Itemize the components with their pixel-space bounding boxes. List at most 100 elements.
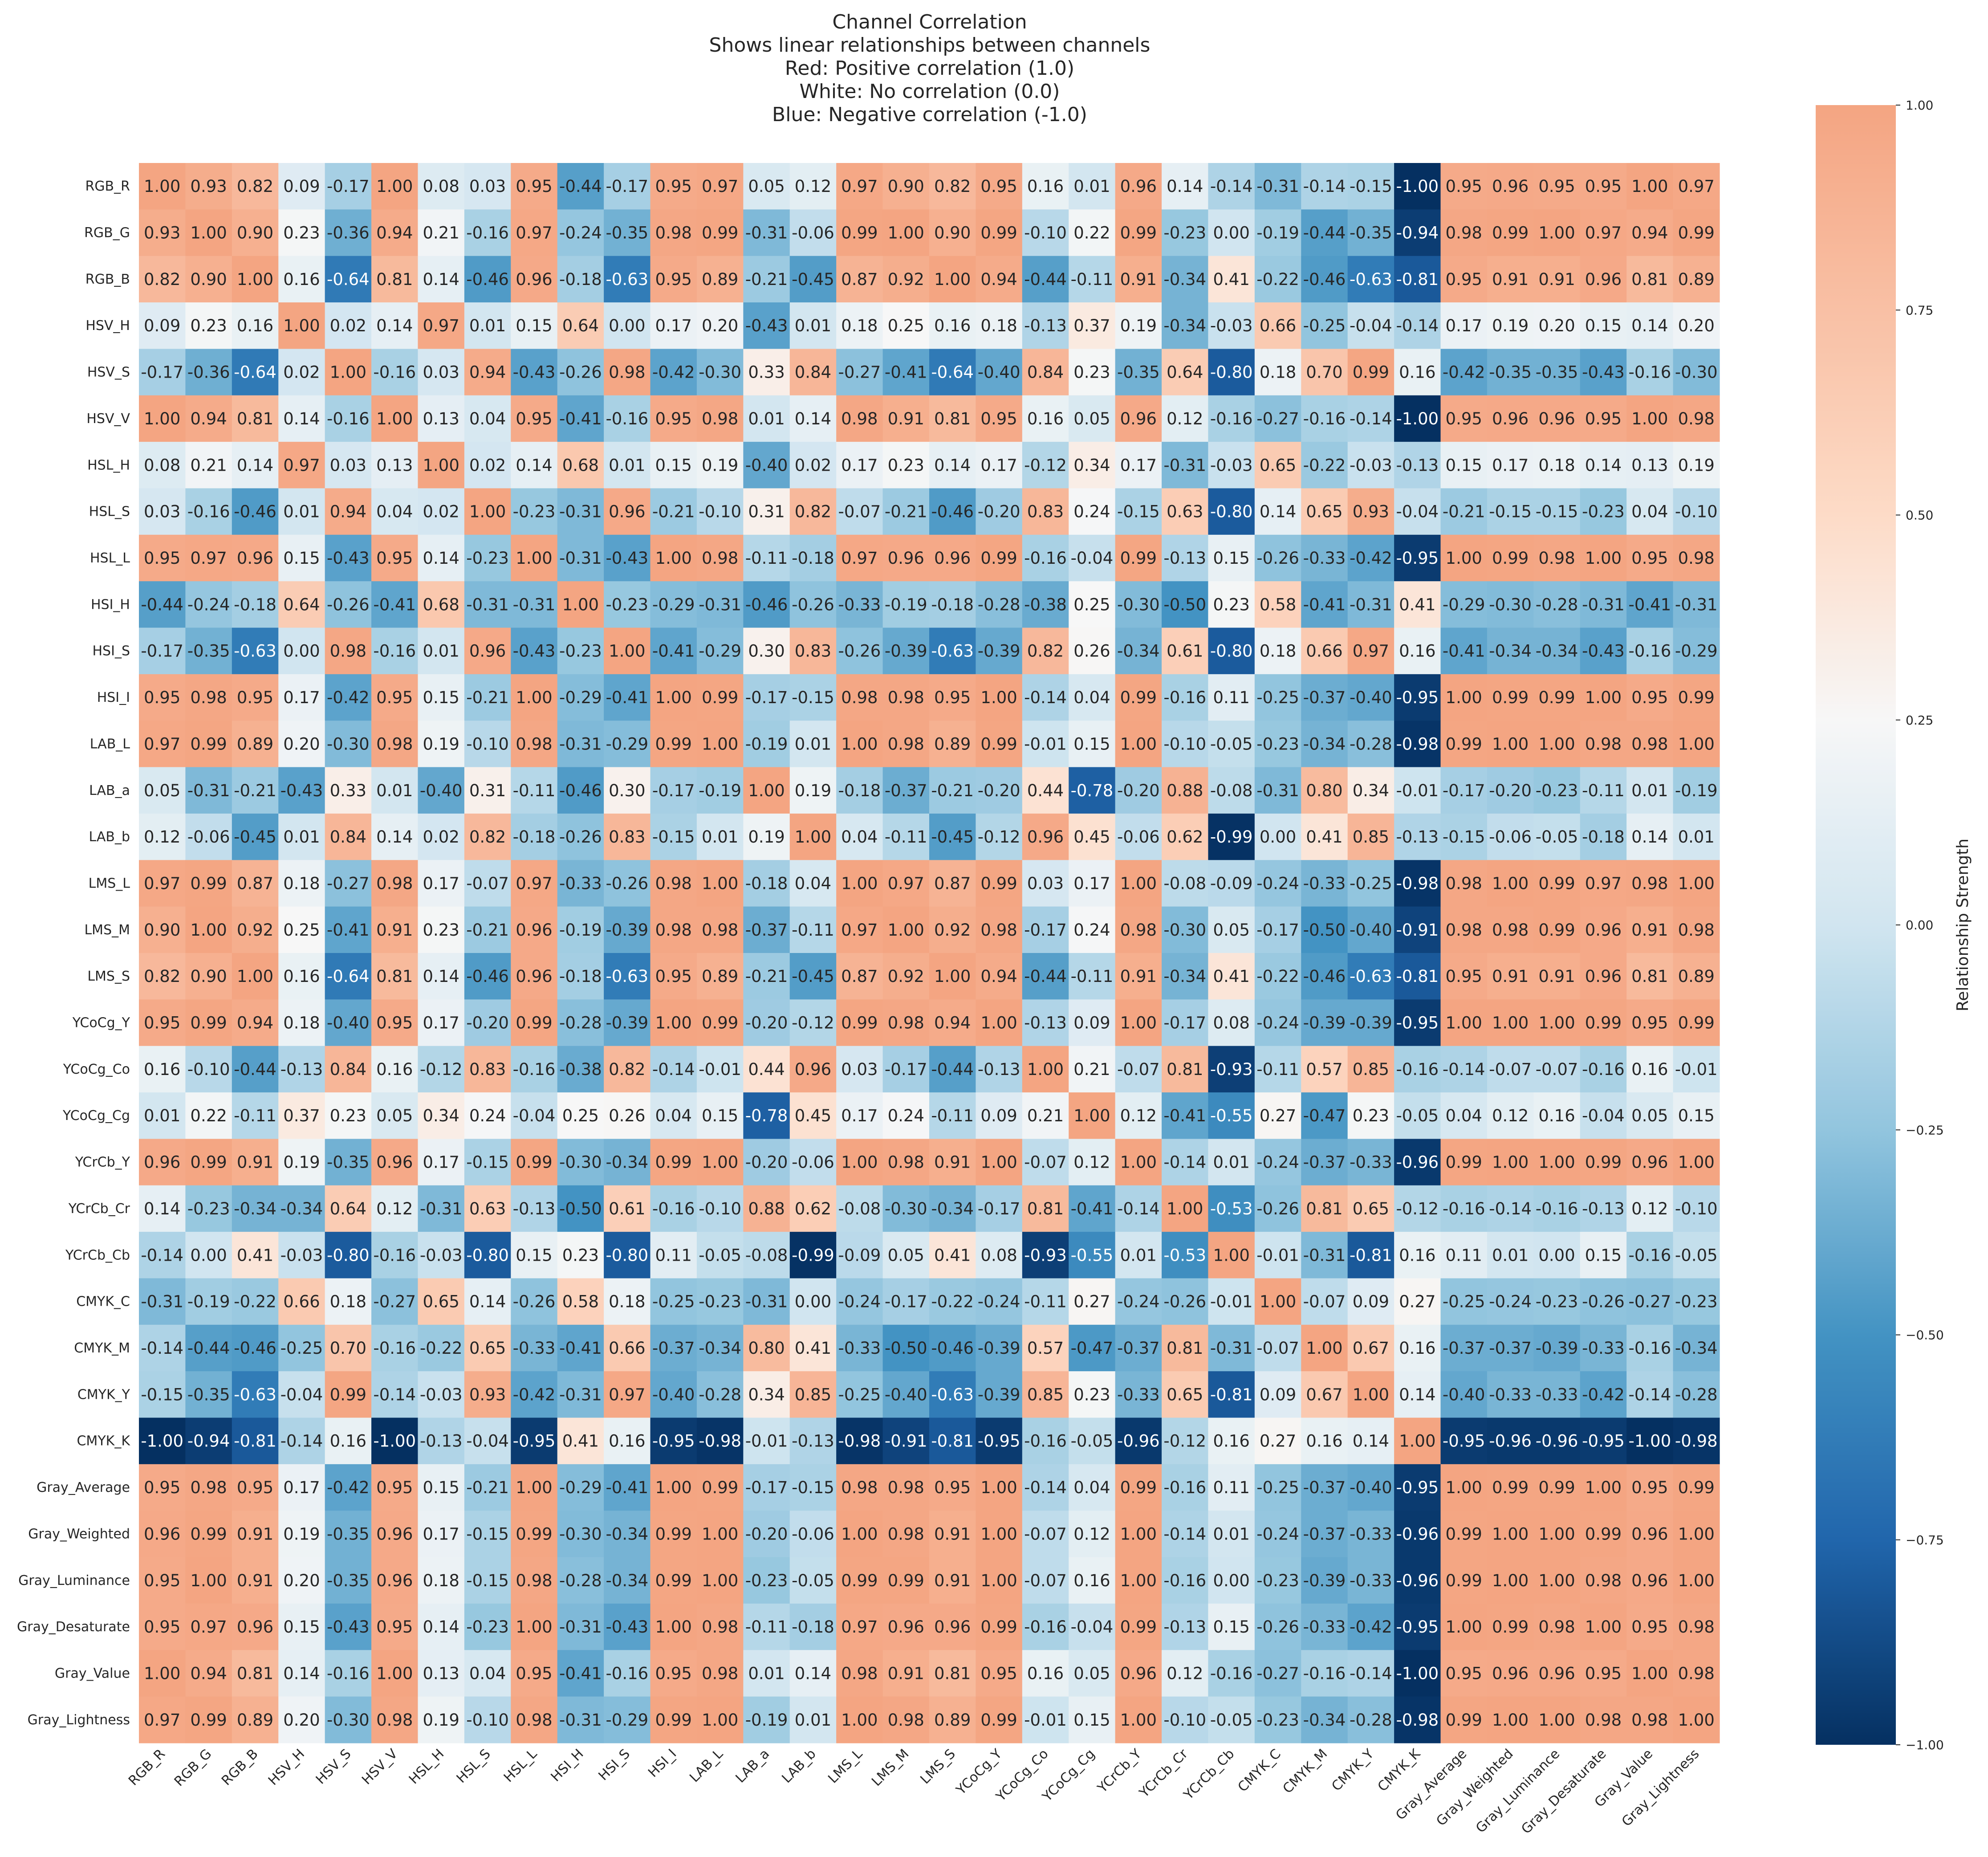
heatmap-cell-value: -0.14	[281, 1432, 323, 1451]
heatmap-cell-value: 0.66	[609, 1339, 645, 1358]
heatmap-cell-value: -0.28	[559, 1571, 602, 1590]
heatmap-cell-value: -0.45	[234, 827, 276, 847]
column-labels: RGB_R RGB_G RGB_B HSV_H HSV_S HSV_V HSL_H HSL_S…	[126, 1746, 1702, 1837]
heatmap-cell-value: -0.41	[559, 409, 602, 428]
heatmap-cell	[882, 302, 930, 350]
heatmap-cell-value: -0.11	[792, 920, 834, 940]
column-label: RGB_B	[219, 1746, 261, 1789]
heatmap-cell	[789, 395, 837, 442]
heatmap-cell-value: 0.89	[934, 1710, 971, 1730]
heatmap-cell	[1208, 163, 1255, 210]
heatmap-cell-value: 0.95	[1631, 688, 1668, 707]
row-labels: RGB_RRGB_GRGB_BHSV_HHSV_SHSV_VHSL_HHSL_S…	[17, 179, 130, 1728]
heatmap-cell-value: -0.44	[187, 1339, 230, 1358]
heatmap-cell	[464, 581, 511, 628]
heatmap-cell-value: 0.98	[1585, 734, 1622, 753]
heatmap-cell-value: 0.99	[1678, 1478, 1715, 1497]
heatmap-cell-value: -0.26	[559, 827, 602, 847]
heatmap-cell	[371, 581, 419, 628]
heatmap-cell	[185, 209, 232, 257]
heatmap-cell	[650, 442, 697, 489]
heatmap-cell	[1626, 488, 1674, 535]
heatmap-cell-value: 0.16	[1399, 642, 1435, 661]
heatmap-cell-value: 0.80	[748, 1339, 785, 1358]
heatmap-cell-value: 0.04	[795, 874, 831, 893]
row-label: LMS_L	[89, 876, 130, 891]
heatmap-cell-value: 0.16	[283, 967, 320, 986]
heatmap-cell-value: -0.13	[1024, 316, 1067, 335]
heatmap-cell-value: -0.35	[327, 1524, 370, 1543]
heatmap-cell-value: 0.99	[190, 1524, 227, 1543]
heatmap-cell-value: 0.14	[283, 409, 320, 428]
heatmap-cell-value: 0.89	[237, 734, 273, 753]
heatmap-cell-value: -0.14	[1350, 1664, 1392, 1683]
heatmap-cell-value: 0.91	[1492, 270, 1529, 289]
heatmap-cell-value: 1.00	[1120, 734, 1157, 753]
heatmap-cell-value: 0.99	[702, 224, 738, 243]
heatmap-cell-value: 1.00	[888, 920, 924, 940]
heatmap-cell-value: -0.29	[1443, 595, 1485, 614]
heatmap-cell-value: 1.00	[1120, 1153, 1157, 1172]
heatmap-cell	[1394, 534, 1441, 582]
heatmap-cell-value: 1.00	[376, 177, 413, 196]
heatmap-cell-value: -0.24	[1117, 1292, 1160, 1311]
heatmap-cell-value: 0.96	[1120, 1664, 1157, 1683]
row-label: CMYK_K	[77, 1433, 130, 1449]
heatmap-cell-value: 0.16	[1027, 1664, 1064, 1683]
heatmap-cell-value: 1.00	[1585, 1617, 1622, 1637]
heatmap-cell	[604, 581, 651, 628]
heatmap-cell-value: 0.81	[1631, 967, 1668, 986]
heatmap-cell-value: 0.95	[1446, 270, 1482, 289]
colorbar-tick-label: 0.00	[1906, 918, 1933, 933]
heatmap-cell-value: 0.05	[1213, 920, 1249, 940]
heatmap-cell-value: -0.45	[792, 967, 834, 986]
heatmap-cell-value: -0.34	[606, 1571, 648, 1590]
heatmap-cell	[836, 349, 883, 396]
heatmap-cell	[604, 442, 651, 489]
heatmap-cell-value: 0.04	[469, 409, 506, 428]
heatmap-cell-value: -0.17	[1024, 920, 1067, 940]
heatmap-cell-value: 1.00	[980, 688, 1017, 707]
heatmap-cell-value: 1.00	[1213, 1246, 1249, 1265]
heatmap-cell-value: 0.17	[1446, 316, 1482, 335]
heatmap-cell	[371, 256, 419, 303]
heatmap-cell	[371, 209, 419, 257]
heatmap-cell-value: 0.23	[283, 224, 320, 243]
heatmap-cell	[139, 163, 186, 210]
heatmap-cell-value: 0.01	[1120, 1246, 1157, 1265]
heatmap-cell-value: 0.99	[1492, 1617, 1529, 1637]
heatmap-cell	[789, 534, 837, 582]
heatmap-cell	[1347, 581, 1394, 628]
heatmap-cell-value: 0.81	[237, 409, 273, 428]
heatmap-cell-value: 0.95	[980, 409, 1017, 428]
heatmap-cell-value: -0.31	[559, 1617, 602, 1637]
heatmap-cell-value: 1.00	[237, 270, 273, 289]
heatmap-cell-value: 0.98	[888, 1153, 924, 1172]
heatmap-cell	[1626, 256, 1674, 303]
heatmap-cell-value: 0.44	[1027, 781, 1064, 800]
heatmap-cell-value: -0.35	[327, 1571, 370, 1590]
heatmap-cell-value: 0.90	[190, 967, 227, 986]
heatmap-cell	[1301, 395, 1348, 442]
heatmap-cell-value: -0.41	[373, 595, 416, 614]
heatmap-cell-value: 0.12	[1120, 1106, 1157, 1125]
heatmap-cell-value: 0.00	[1213, 224, 1249, 243]
heatmap-cell-value: 0.96	[1492, 1664, 1529, 1683]
heatmap-cell-value: -0.26	[1582, 1292, 1625, 1311]
heatmap-cell-value: 0.99	[655, 1153, 692, 1172]
heatmap-cell-value: -0.14	[1024, 1478, 1067, 1497]
heatmap-cell-value: -0.40	[1350, 688, 1392, 707]
heatmap-cell-value: 1.00	[516, 1478, 552, 1497]
heatmap-cell-value: -0.06	[792, 1153, 834, 1172]
heatmap-cell-value: -0.41	[559, 1664, 602, 1683]
heatmap-cell-value: 1.00	[1538, 1571, 1575, 1590]
heatmap-cell-value: 0.84	[330, 827, 366, 847]
heatmap-cell-value: 0.82	[144, 270, 180, 289]
heatmap-cell-value: -0.40	[420, 781, 463, 800]
heatmap-cell	[929, 256, 976, 303]
heatmap-cell-value: 0.57	[1306, 1060, 1342, 1079]
heatmap-cell-value: 0.16	[1073, 1571, 1110, 1590]
heatmap-cell-value: -0.33	[1117, 1385, 1160, 1404]
heatmap-cell-value: 0.63	[1167, 502, 1203, 521]
heatmap-cell-value: 0.97	[841, 177, 878, 196]
